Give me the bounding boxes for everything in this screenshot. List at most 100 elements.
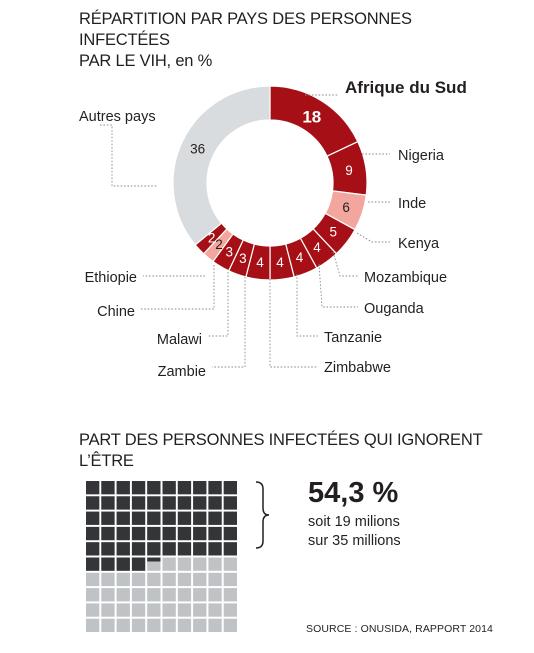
- value-label-ethiopie: 2: [208, 230, 216, 245]
- waffle-cell-unaware: [101, 542, 115, 556]
- waffle-cell-unaware: [86, 542, 100, 556]
- waffle-cell-unaware: [147, 481, 161, 495]
- waffle-cell: [208, 557, 222, 571]
- waffle-cell: [177, 557, 192, 571]
- waffle-cell-unaware: [193, 542, 207, 556]
- category-label-inde: Inde: [398, 196, 426, 212]
- waffle-cell: [223, 603, 237, 617]
- waffle-cell: [177, 588, 192, 602]
- waffle-cell: [162, 557, 176, 571]
- waffle-cell: [131, 618, 146, 632]
- waffle-cell: [131, 588, 146, 602]
- waffle-cell: [131, 572, 146, 587]
- unaware-count-line1: soit 19 milions: [308, 514, 400, 530]
- waffle-cell-unaware: [193, 496, 207, 510]
- waffle-cell: [162, 588, 176, 602]
- waffle-chart-title: PART DES PERSONNES INFECTÉES QUI IGNOREN…: [79, 431, 483, 470]
- waffle-cell-unaware: [208, 496, 222, 510]
- waffle-cell-unaware: [101, 496, 115, 510]
- waffle-cell-unaware: [223, 511, 237, 525]
- waffle-cell: [223, 557, 237, 571]
- waffle-cell: [116, 588, 130, 602]
- waffle-cell-unaware: [177, 526, 192, 541]
- leader-line-tanzanie: [296, 274, 318, 337]
- waffle-cell-unaware: [116, 542, 130, 556]
- waffle-cell-unaware: [162, 526, 176, 541]
- value-label-tanzanie: 4: [276, 255, 284, 270]
- value-label-zimbabwe: 4: [256, 255, 264, 270]
- waffle-cell-unaware: [177, 496, 192, 510]
- waffle-cell: [147, 603, 161, 617]
- category-labels: Afrique du Sud Nigeria Inde Kenya Mozambique…: [79, 78, 467, 380]
- waffle-cell-unaware: [131, 496, 146, 510]
- waffle-cell: [223, 572, 237, 587]
- donut-chart-title: RÉPARTITION PAR PAYS DES PERSONNES INFEC…: [79, 9, 499, 72]
- leader-line-autres-pays: [100, 124, 157, 187]
- waffle-cell-unaware: [101, 511, 115, 525]
- waffle-cell: [193, 572, 207, 587]
- value-label-inde: 6: [342, 200, 350, 215]
- source-note: SOURCE : ONUSIDA, RAPPORT 2014: [306, 623, 494, 635]
- category-label-mozambique: Mozambique: [364, 270, 447, 286]
- waffle-cell: [223, 588, 237, 602]
- waffle-cell-unaware: [116, 557, 130, 571]
- waffle-cell-unaware: [116, 496, 130, 510]
- waffle-cell-unaware: [101, 557, 115, 571]
- waffle-cell-unaware: [177, 481, 192, 495]
- value-label-kenya: 5: [329, 225, 337, 240]
- waffle-cell-unaware: [162, 542, 176, 556]
- waffle-cell: [177, 572, 192, 587]
- category-label-zambie: Zambie: [158, 364, 206, 380]
- waffle-cell-unaware: [131, 511, 146, 525]
- value-label-mozambique: 4: [313, 240, 321, 255]
- waffle-cell-unaware: [131, 542, 146, 556]
- waffle-cell: [162, 618, 176, 632]
- waffle-cell: [86, 618, 100, 632]
- waffle-cell-unaware: [147, 557, 161, 562]
- waffle-cell: [147, 588, 161, 602]
- waffle-cell-unaware: [101, 481, 115, 495]
- waffle-cell: [147, 618, 161, 632]
- waffle-cell: [193, 557, 207, 571]
- label-leader-lines: [100, 94, 390, 368]
- waffle-cell-unaware: [193, 526, 207, 541]
- value-label-ouganda: 4: [296, 250, 304, 265]
- waffle-cell-unaware: [223, 481, 237, 495]
- leader-line-zambie: [212, 277, 246, 368]
- value-label-autres-pays: 36: [190, 141, 205, 156]
- waffle-cell: [193, 603, 207, 617]
- waffle-cell: [193, 588, 207, 602]
- waffle-cell: [101, 588, 115, 602]
- waffle-cell-unaware: [131, 526, 146, 541]
- category-label-ethiopie: Ethiopie: [85, 270, 137, 286]
- waffle-cell-unaware: [86, 526, 100, 541]
- waffle-cell-unaware: [208, 511, 222, 525]
- value-label-zambie: 3: [239, 251, 247, 266]
- waffle-cell: [208, 603, 222, 617]
- waffle-cell-unaware: [162, 511, 176, 525]
- waffle-cell-unaware: [116, 481, 130, 495]
- leader-line-malawi: [208, 272, 229, 337]
- waffle-cell: [208, 588, 222, 602]
- waffle-cell: [101, 572, 115, 587]
- category-label-afrique-du-sud: Afrique du Sud: [345, 78, 467, 97]
- waffle-cell: [86, 603, 100, 617]
- waffle-cell: [162, 572, 176, 587]
- leader-line-ouganda: [318, 263, 358, 308]
- waffle-cell-unaware: [208, 481, 222, 495]
- waffle-cell-unaware: [162, 481, 176, 495]
- waffle-cell-unaware: [223, 526, 237, 541]
- waffle-cell-unaware: [162, 496, 176, 510]
- waffle-cell: [131, 603, 146, 617]
- donut-title-line2: PAR LE VIH, en %: [79, 52, 213, 70]
- category-label-tanzanie: Tanzanie: [324, 330, 382, 346]
- waffle-cell-unaware: [86, 496, 100, 510]
- waffle-cell-unaware: [101, 526, 115, 541]
- waffle-cell: [116, 572, 130, 587]
- waffle-cell-unaware: [208, 526, 222, 541]
- waffle-cell: [208, 618, 222, 632]
- category-label-chine: Chine: [97, 304, 135, 320]
- unaware-share-value: 54,3 %: [308, 477, 399, 509]
- value-label-malawi: 3: [226, 244, 234, 259]
